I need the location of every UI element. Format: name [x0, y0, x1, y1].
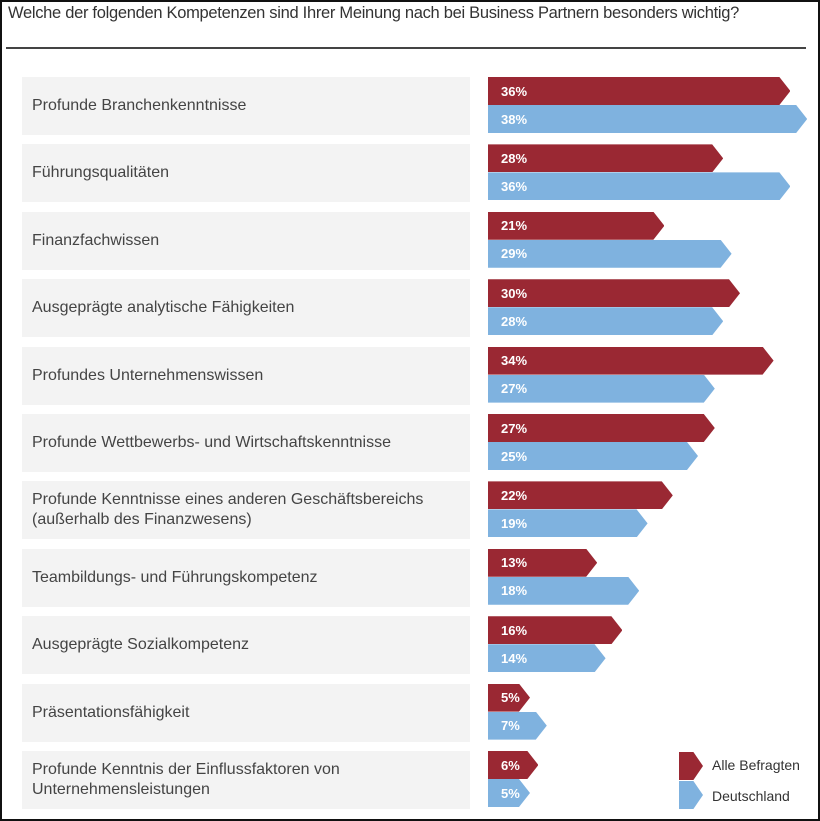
- bar-alle-befragten: 28%: [488, 144, 723, 172]
- category-label: Führungsqualitäten: [32, 164, 169, 182]
- bar-deutschland: 19%: [488, 509, 648, 537]
- data-label: 5%: [501, 690, 520, 706]
- category-label: Profunde Branchenkenntnisse: [32, 97, 247, 114]
- bar-deutschland: 18%: [488, 577, 639, 605]
- legend-label-deutschland: Deutschland: [712, 788, 790, 804]
- data-label: 19%: [501, 515, 528, 531]
- bar-deutschland: 27%: [488, 375, 715, 403]
- data-label: 36%: [501, 83, 528, 99]
- category-label: Profunde Kenntnis der Einflussfaktoren v…: [32, 761, 340, 798]
- bar-alle-befragten: 16%: [488, 616, 622, 644]
- data-label: 6%: [501, 757, 520, 773]
- category-label: Ausgeprägte Sozialkompetenz: [32, 636, 250, 654]
- bar-alle-befragten: 30%: [488, 279, 740, 307]
- bar-alle-befragten: 21%: [488, 212, 664, 240]
- data-label: 22%: [501, 487, 528, 503]
- data-label: 36%: [501, 178, 528, 194]
- data-label: 5%: [501, 785, 520, 801]
- chart-title: Welche der folgenden Kompetenzen sind Ih…: [8, 4, 739, 22]
- category-label: Profunde Kenntnisse eines anderen Geschä…: [32, 491, 424, 529]
- bar-alle-befragten: 13%: [488, 549, 597, 577]
- category-label-box: Ausgeprägte analytische Fähigkeiten: [22, 279, 470, 338]
- data-label: 27%: [501, 381, 528, 397]
- bar-deutschland: 25%: [488, 442, 698, 470]
- data-label: 28%: [501, 313, 528, 329]
- bar-deutschland: 14%: [488, 644, 606, 672]
- category-label: Teambildungs- und Führungskompetenz: [32, 568, 318, 586]
- category-label-box: Profunde Kenntnis der Einflussfaktoren v…: [22, 751, 470, 809]
- bar-alle-befragten: 22%: [488, 481, 673, 509]
- bar-deutschland: 7%: [488, 712, 547, 740]
- category-label-box: Finanzfachwissen: [22, 211, 470, 270]
- data-label: 27%: [501, 420, 528, 436]
- title-divider: [6, 47, 806, 49]
- data-label: 13%: [501, 555, 528, 571]
- category-label: Finanzfachwissen: [32, 231, 160, 249]
- category-label: Profundes Unternehmenswissen: [32, 366, 264, 384]
- category-label-box: Präsentationsfähigkeit: [22, 683, 470, 742]
- data-label: 25%: [501, 448, 528, 464]
- data-label: 34%: [501, 353, 528, 369]
- category-label-box: Profunde Kenntnisse eines anderen Geschä…: [22, 481, 470, 540]
- category-label-box: Ausgeprägte Sozialkompetenz: [22, 616, 470, 675]
- data-label: 7%: [501, 718, 520, 734]
- data-label: 30%: [501, 285, 528, 301]
- data-label: 14%: [501, 650, 528, 666]
- data-label: 21%: [501, 218, 528, 234]
- bar-deutschland: 28%: [488, 307, 723, 335]
- category-label: Profunde Wettbewerbs- und Wirtschaftsken…: [32, 434, 391, 451]
- data-label: 28%: [501, 150, 528, 166]
- bar-alle-befragten: 27%: [488, 414, 715, 442]
- data-label: 38%: [501, 111, 528, 127]
- bar-deutschland: 38%: [488, 105, 807, 133]
- bar-alle-befragten: 34%: [488, 347, 774, 375]
- category-label-box: Profunde Branchenkenntnisse: [22, 77, 470, 135]
- legend-label-alle-befragten: Alle Befragten: [712, 757, 800, 773]
- data-label: 29%: [501, 246, 528, 262]
- bar-alle-befragten: 36%: [488, 77, 790, 105]
- data-label: 18%: [501, 583, 528, 599]
- category-label: Präsentationsfähigkeit: [32, 703, 190, 721]
- category-label-box: Profunde Wettbewerbs- und Wirtschaftsken…: [22, 414, 470, 472]
- bar-deutschland: 36%: [488, 172, 790, 200]
- category-label-box: Führungsqualitäten: [22, 144, 470, 203]
- bar-alle-befragten: 6%: [488, 751, 538, 779]
- data-label: 16%: [501, 622, 528, 638]
- category-label-box: Teambildungs- und Führungskompetenz: [22, 548, 470, 607]
- category-label: Ausgeprägte analytische Fähigkeiten: [32, 299, 295, 317]
- category-label-box: Profundes Unternehmenswissen: [22, 346, 470, 405]
- bar-deutschland: 29%: [488, 240, 732, 268]
